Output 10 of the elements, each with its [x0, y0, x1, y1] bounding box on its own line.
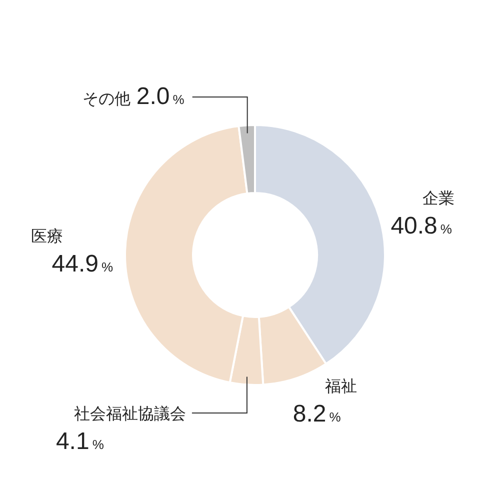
data-label: 8.2%	[292, 400, 342, 428]
slice-label: その他	[82, 89, 130, 108]
slice-label: 医療	[31, 226, 64, 246]
data-label: 4.1%	[56, 428, 104, 455]
slice-label: 企業	[422, 188, 455, 208]
slice-label: 社会福祉協議会	[74, 404, 186, 423]
data-label: 2.0%	[136, 83, 185, 110]
slice-label: 福祉	[324, 376, 357, 396]
data-label: 44.9%	[52, 250, 114, 278]
data-label: 40.8%	[390, 212, 452, 240]
